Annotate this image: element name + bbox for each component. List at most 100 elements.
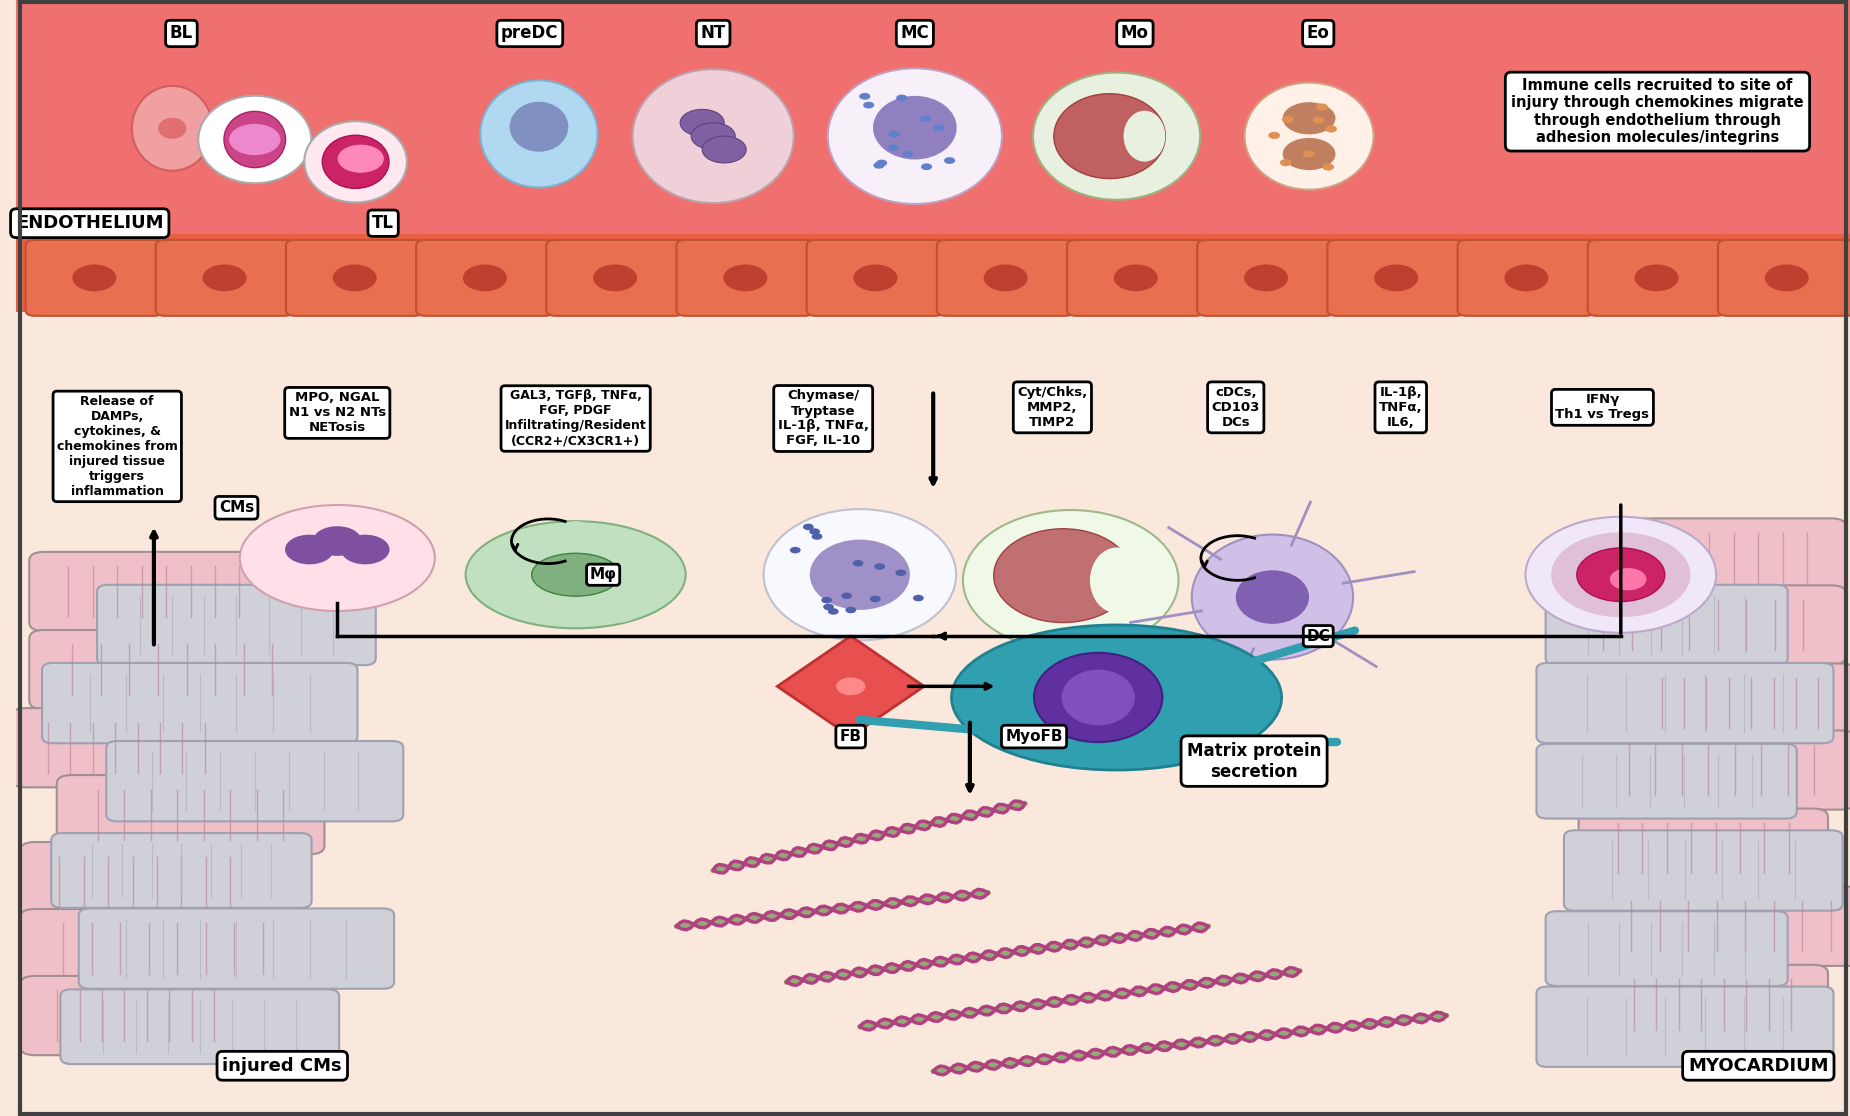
FancyBboxPatch shape bbox=[17, 0, 1850, 246]
Text: cDCs,
CD103
DCs: cDCs, CD103 DCs bbox=[1212, 386, 1260, 429]
Ellipse shape bbox=[303, 122, 407, 202]
Ellipse shape bbox=[1090, 548, 1143, 613]
Text: Matrix protein
secretion: Matrix protein secretion bbox=[1188, 742, 1321, 780]
Ellipse shape bbox=[481, 579, 533, 607]
Text: injured CMs: injured CMs bbox=[222, 1057, 342, 1075]
Text: MyoFB: MyoFB bbox=[1005, 729, 1062, 744]
Ellipse shape bbox=[285, 535, 333, 565]
Circle shape bbox=[333, 264, 377, 291]
Circle shape bbox=[858, 93, 870, 99]
Ellipse shape bbox=[481, 542, 533, 570]
FancyBboxPatch shape bbox=[1067, 240, 1204, 316]
Circle shape bbox=[1323, 163, 1334, 171]
Ellipse shape bbox=[481, 80, 598, 187]
FancyBboxPatch shape bbox=[30, 629, 315, 710]
Ellipse shape bbox=[827, 68, 1003, 204]
Circle shape bbox=[823, 604, 834, 610]
Circle shape bbox=[914, 595, 923, 602]
Circle shape bbox=[984, 264, 1027, 291]
FancyBboxPatch shape bbox=[1537, 987, 1833, 1067]
Circle shape bbox=[1550, 532, 1691, 617]
Text: Release of
DAMPs,
cytokines, &
chemokines from
injured tissue
triggers
inflammat: Release of DAMPs, cytokines, & chemokine… bbox=[57, 395, 178, 498]
Circle shape bbox=[888, 144, 899, 151]
FancyBboxPatch shape bbox=[936, 240, 1075, 316]
Circle shape bbox=[873, 162, 884, 169]
Circle shape bbox=[72, 264, 117, 291]
FancyBboxPatch shape bbox=[1578, 808, 1828, 888]
FancyBboxPatch shape bbox=[61, 989, 339, 1065]
Circle shape bbox=[1314, 116, 1325, 124]
Ellipse shape bbox=[509, 102, 568, 152]
Ellipse shape bbox=[1245, 83, 1375, 190]
Ellipse shape bbox=[466, 521, 686, 628]
FancyBboxPatch shape bbox=[11, 709, 242, 788]
Ellipse shape bbox=[553, 521, 598, 554]
Circle shape bbox=[903, 151, 914, 157]
Text: Mφ: Mφ bbox=[590, 567, 616, 583]
FancyBboxPatch shape bbox=[96, 585, 376, 665]
Text: IL-1β,
TNFα,
IL6,: IL-1β, TNFα, IL6, bbox=[1378, 386, 1423, 429]
Circle shape bbox=[1375, 264, 1419, 291]
Circle shape bbox=[723, 264, 768, 291]
FancyBboxPatch shape bbox=[1197, 240, 1334, 316]
Circle shape bbox=[1269, 132, 1280, 138]
Text: MC: MC bbox=[901, 25, 929, 42]
FancyBboxPatch shape bbox=[546, 240, 684, 316]
Circle shape bbox=[842, 593, 853, 599]
FancyBboxPatch shape bbox=[1587, 886, 1850, 965]
FancyBboxPatch shape bbox=[20, 908, 305, 989]
Text: Mo: Mo bbox=[1121, 25, 1149, 42]
Ellipse shape bbox=[703, 136, 746, 163]
Ellipse shape bbox=[633, 69, 794, 203]
Circle shape bbox=[1315, 104, 1328, 110]
Ellipse shape bbox=[620, 542, 670, 570]
FancyBboxPatch shape bbox=[105, 741, 403, 821]
Text: Eo: Eo bbox=[1306, 25, 1330, 42]
Ellipse shape bbox=[1191, 535, 1352, 660]
Ellipse shape bbox=[1034, 653, 1162, 742]
Circle shape bbox=[1576, 548, 1665, 602]
FancyBboxPatch shape bbox=[1597, 964, 1828, 1045]
Circle shape bbox=[853, 264, 897, 291]
Polygon shape bbox=[777, 636, 923, 737]
Text: preDC: preDC bbox=[501, 25, 559, 42]
Ellipse shape bbox=[1062, 670, 1134, 725]
Circle shape bbox=[895, 569, 906, 576]
Ellipse shape bbox=[198, 96, 311, 183]
Circle shape bbox=[821, 597, 832, 604]
Circle shape bbox=[921, 163, 932, 170]
Text: MPO, NGAL
N1 vs N2 NTs
NETosis: MPO, NGAL N1 vs N2 NTs NETosis bbox=[289, 392, 387, 434]
FancyBboxPatch shape bbox=[1719, 240, 1850, 316]
Text: GAL3, TGFβ, TNFα,
FGF, PDGF
Infiltrating/Resident
(CCR2+/CX3CR1+): GAL3, TGFβ, TNFα, FGF, PDGF Infiltrating… bbox=[505, 389, 646, 448]
FancyBboxPatch shape bbox=[1597, 518, 1846, 598]
Circle shape bbox=[1302, 151, 1315, 157]
Circle shape bbox=[888, 131, 899, 137]
Ellipse shape bbox=[1236, 570, 1310, 624]
Text: IFNγ
Th1 vs Tregs: IFNγ Th1 vs Tregs bbox=[1556, 393, 1650, 422]
Ellipse shape bbox=[302, 537, 372, 554]
Ellipse shape bbox=[313, 526, 361, 556]
FancyBboxPatch shape bbox=[17, 234, 1850, 312]
Ellipse shape bbox=[240, 504, 435, 612]
Circle shape bbox=[594, 264, 636, 291]
FancyBboxPatch shape bbox=[416, 240, 553, 316]
Ellipse shape bbox=[224, 112, 285, 167]
Text: CMs: CMs bbox=[218, 500, 253, 516]
Ellipse shape bbox=[810, 540, 910, 609]
Circle shape bbox=[895, 95, 906, 102]
Ellipse shape bbox=[764, 509, 956, 641]
FancyBboxPatch shape bbox=[80, 908, 394, 989]
FancyBboxPatch shape bbox=[30, 552, 279, 632]
FancyBboxPatch shape bbox=[1545, 585, 1787, 665]
Circle shape bbox=[1610, 568, 1646, 590]
FancyBboxPatch shape bbox=[807, 240, 944, 316]
Text: ENDOTHELIUM: ENDOTHELIUM bbox=[17, 214, 163, 232]
Circle shape bbox=[1635, 264, 1678, 291]
Circle shape bbox=[1325, 125, 1338, 133]
FancyBboxPatch shape bbox=[1624, 663, 1850, 743]
Text: Cyt/Chks,
MMP2,
TIMP2: Cyt/Chks, MMP2, TIMP2 bbox=[1018, 386, 1088, 429]
Ellipse shape bbox=[993, 529, 1132, 623]
Ellipse shape bbox=[1282, 138, 1336, 170]
Circle shape bbox=[845, 607, 857, 614]
Circle shape bbox=[919, 115, 931, 122]
